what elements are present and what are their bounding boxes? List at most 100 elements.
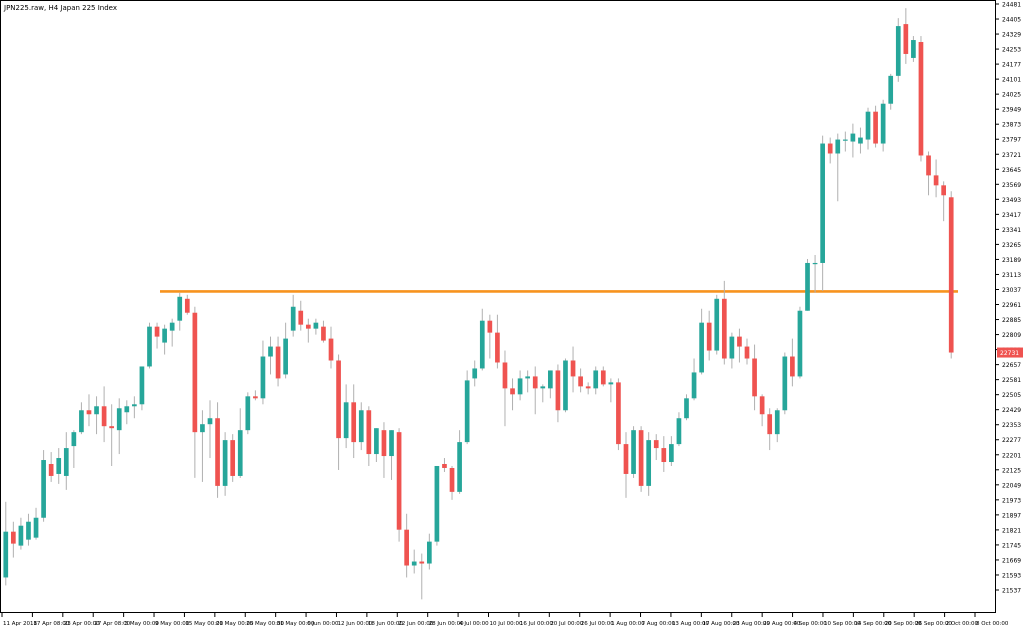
x-tick-label: 23 Apr 00:00 [64,621,100,627]
candle [805,258,810,311]
candle-body-up [563,360,568,411]
candle [283,322,288,379]
candle [268,336,273,375]
candle-body-down [396,432,402,530]
candle-body-down [827,143,833,154]
x-tick-label: 26 Sep 00:00 [915,621,952,627]
candle-body-up [472,368,478,379]
candle [298,300,304,331]
candle [147,322,152,369]
candle-body-down [510,388,515,395]
candle-body-up [222,440,228,486]
candle-body-up [116,408,122,431]
candle [245,392,251,435]
candle [714,294,720,355]
candle-body-down [767,414,773,435]
candle [669,436,674,466]
candle [525,370,531,393]
candle-body-up [457,442,462,492]
candle-body-down [941,185,946,196]
candle-body-down [532,376,538,389]
candle [215,402,220,498]
candle-body-up [608,382,614,385]
candle [895,18,901,82]
candle-body-down [305,324,311,329]
candle-body-up [812,262,818,265]
candle [132,396,137,419]
candle [479,308,485,371]
y-tick-label: 22201 [1002,452,1021,459]
candle [563,358,568,413]
candle-body-down [449,467,455,492]
candle-body-down [328,338,334,361]
candle [101,386,107,443]
candle [608,378,614,403]
chart-frame [0,0,996,613]
candle [389,430,394,480]
candle-body-up [207,418,213,425]
candle [782,352,788,415]
candle-body-up [33,517,39,538]
candle [600,366,606,387]
candle-body-up [169,322,175,331]
candle [744,338,750,365]
candle-body-down [154,326,160,337]
candle [154,322,160,349]
current-price-box [997,347,1023,358]
x-tick-label: 4 Sep 00:00 [794,621,828,627]
y-tick-label: 23721 [1002,152,1021,159]
candle [721,280,727,365]
candle [381,422,387,478]
candle-body-down [366,410,372,455]
candle [71,430,77,468]
candle [464,370,470,445]
x-tick-label: 2 Oct 00:00 [946,621,979,627]
candle-body-up [426,541,432,564]
x-tick-label: 21 May 00:00 [216,621,254,627]
y-tick-label: 23873 [1002,122,1021,129]
candle [540,384,546,403]
y-tick-label: 22049 [1002,482,1021,489]
candle [737,328,742,363]
candle [109,404,115,466]
candle-body-up [517,378,523,395]
candle-body-down [623,444,629,474]
y-tick-label: 24329 [1002,32,1021,39]
candle [888,73,894,110]
candle [79,402,84,435]
candle-body-up [714,298,720,351]
candle-body-down [616,382,621,445]
candle [139,366,145,411]
y-tick-label: 21897 [1002,512,1021,519]
candle-body-up [343,402,349,439]
candle-body-down [321,326,326,341]
candle [290,294,296,337]
y-tick-label: 23493 [1002,197,1021,204]
y-tick-label: 24481 [1002,2,1021,9]
candle [419,553,425,600]
candle [676,412,682,447]
candle-body-up [374,428,379,455]
candle [442,458,447,472]
candle-body-up [858,137,863,144]
candle [230,434,236,482]
x-tick-label: 17 Aug 00:00 [702,621,740,627]
candle-body-down [759,396,765,415]
candle [532,366,538,415]
x-tick-label: 14 Sep 00:00 [854,621,891,627]
candle-body-up [729,336,735,359]
candle [585,382,591,395]
candle-body-up [797,310,803,377]
candle [706,310,712,361]
candle-body-up [124,406,130,413]
y-tick-label: 22353 [1002,422,1021,429]
candle [124,400,130,425]
x-tick-label: 17 Apr 08:00 [33,621,69,627]
candle [396,428,402,542]
candle-body-up [691,372,697,399]
candle-body-down [253,396,258,399]
candle-body-up [313,322,319,329]
candle-body-down [948,197,954,353]
